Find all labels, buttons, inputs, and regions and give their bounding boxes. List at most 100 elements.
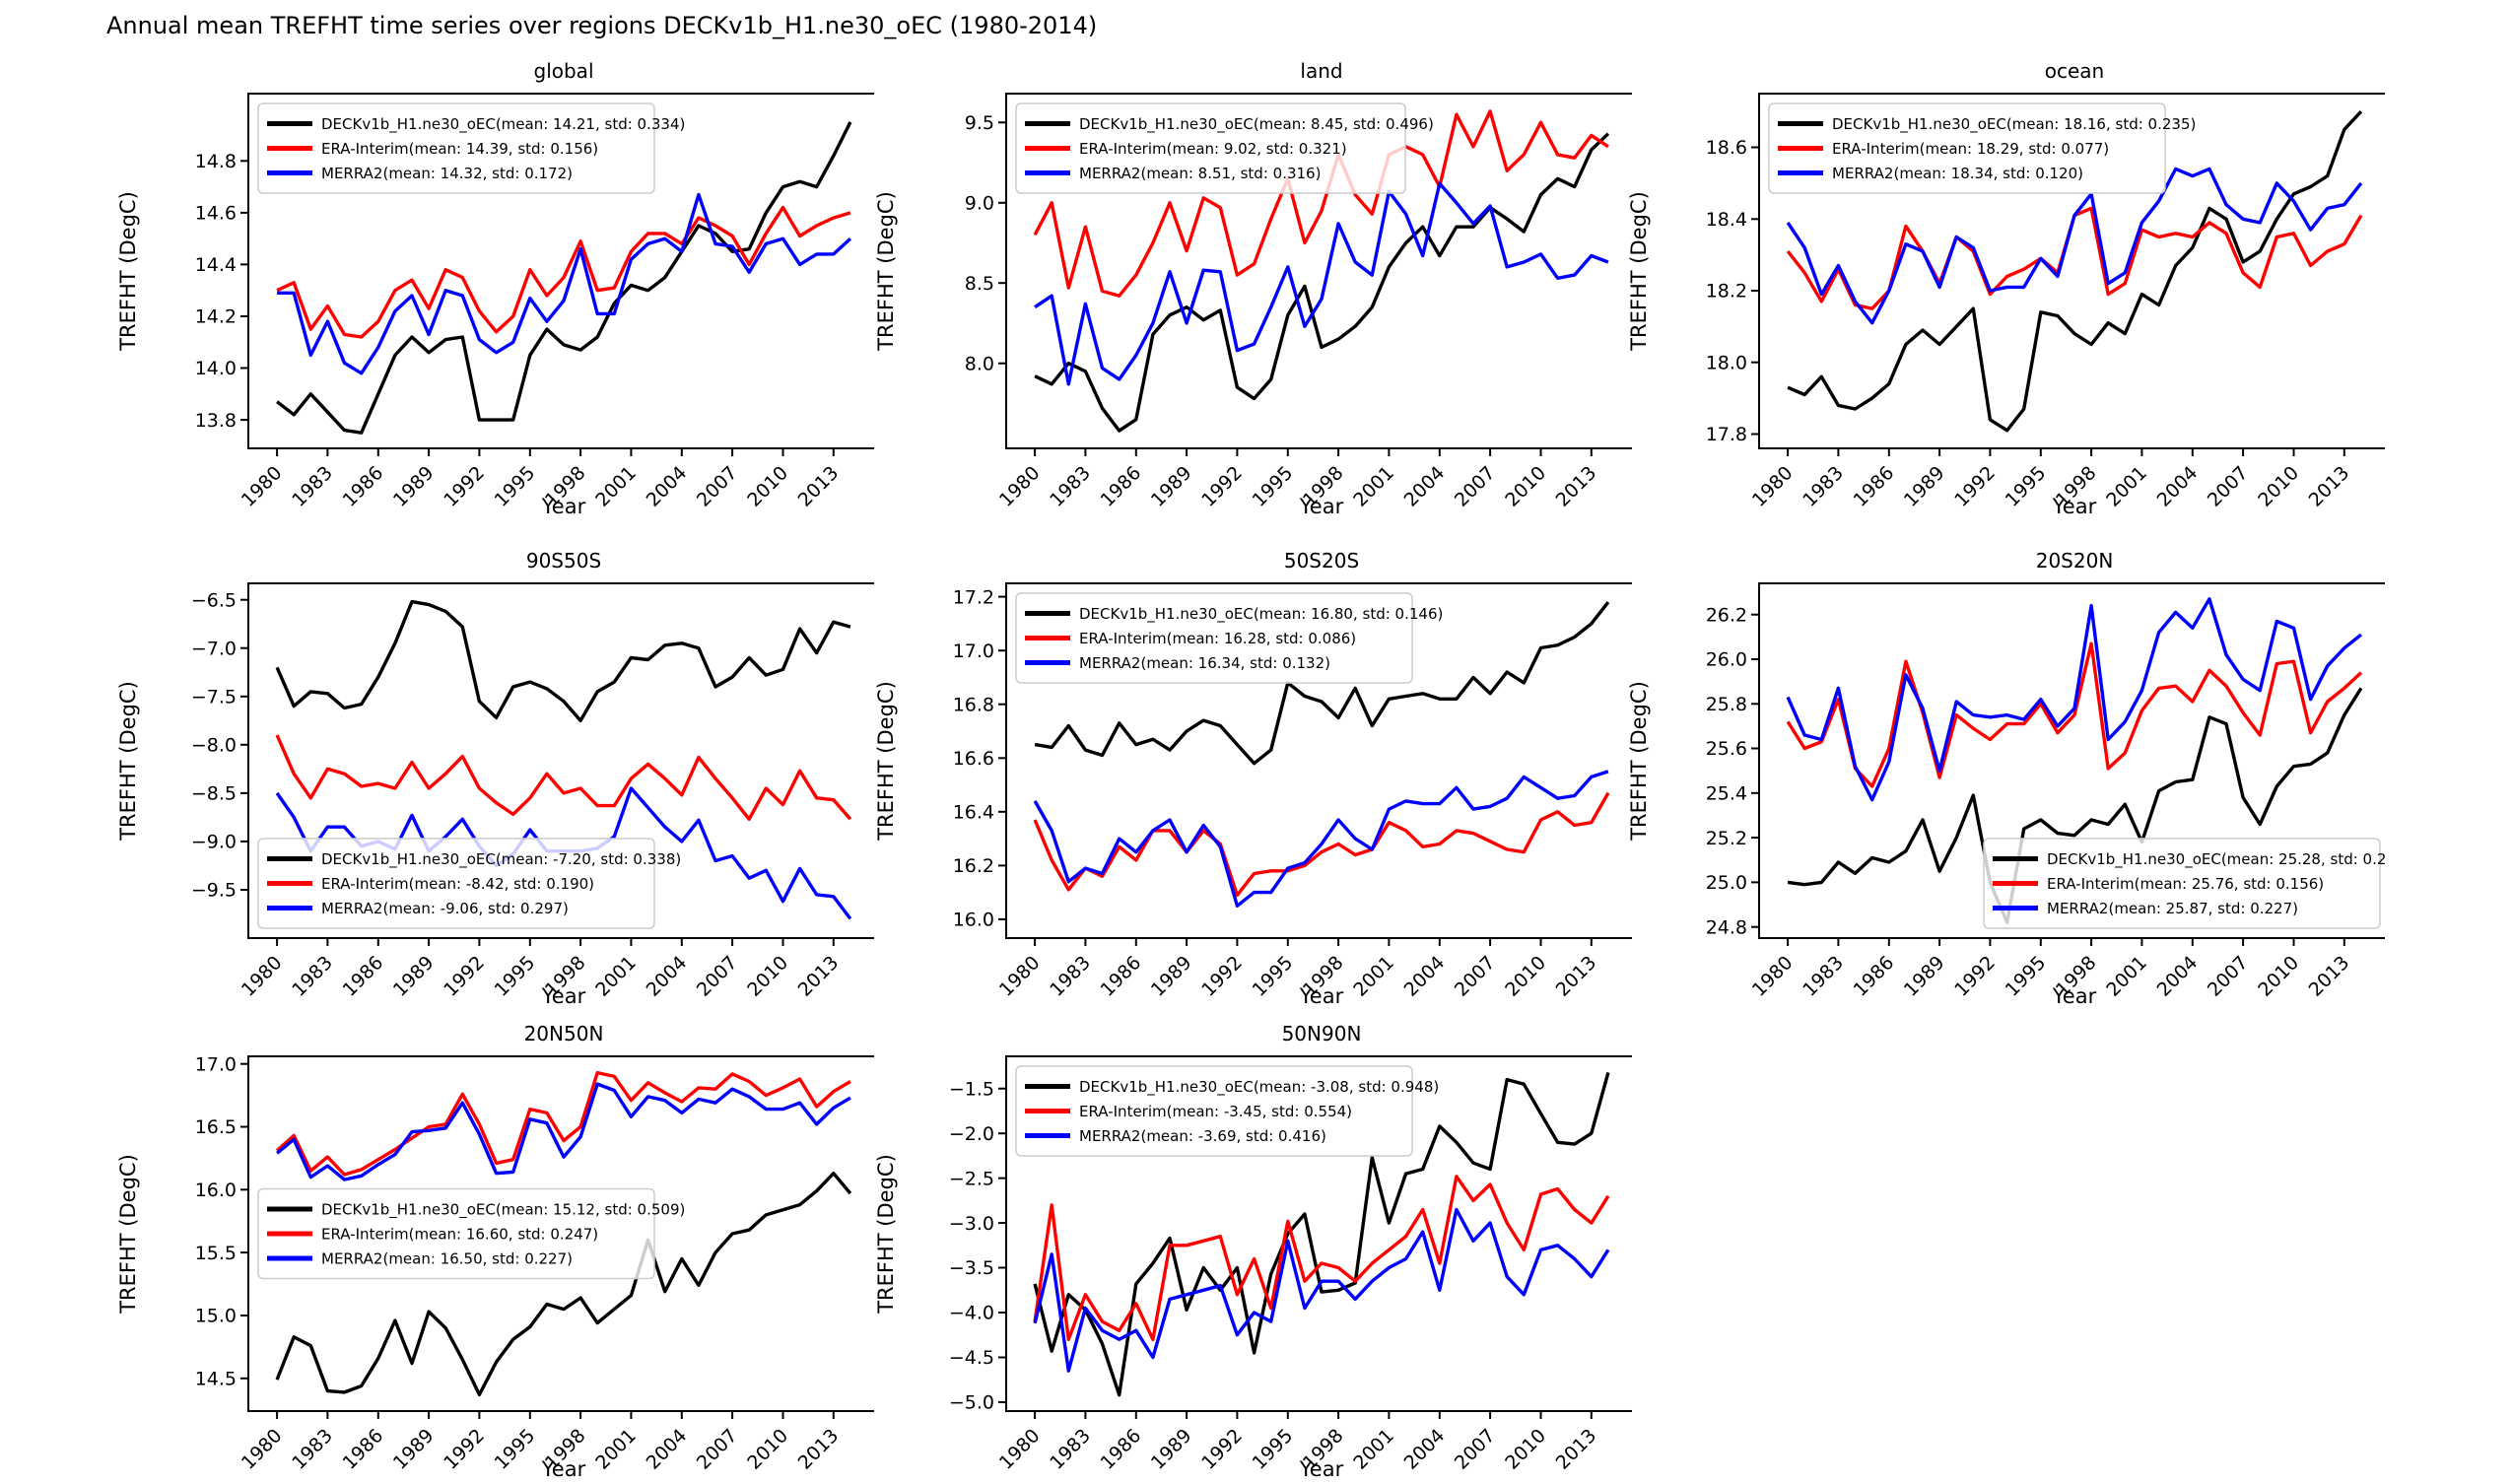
x-tick-label: 1986 (1850, 462, 1899, 511)
plot-frame (247, 1055, 874, 1412)
y-tick-label: −2.0 (949, 1123, 994, 1145)
legend-label: DECKv1b_H1.ne30_oEC(mean: 8.45, std: 0.4… (1079, 115, 1434, 134)
legend-label: ERA-Interim(mean: -8.42, std: 0.190) (321, 875, 594, 893)
x-tick-label: 2007 (693, 1425, 742, 1474)
x-tick-label: 1983 (1799, 462, 1848, 511)
x-tick-label: 1980 (1748, 952, 1798, 1001)
x-tick-label: 1992 (1197, 1425, 1247, 1474)
y-tick-label: 16.8 (953, 694, 994, 715)
x-tick-label: 2004 (2153, 462, 2203, 511)
series-line-DECKv1b_H1.ne30_oEC (1034, 132, 1610, 433)
y-tick-label: 25.8 (1706, 694, 1747, 715)
x-axis-label: Year (1299, 984, 1344, 1008)
series-line-MERRA2 (276, 1082, 851, 1181)
y-tick-label: 15.5 (195, 1243, 237, 1264)
subplot-50N90N: −5.0 −4.5 −4.0 −3.5 −3.0 −2.5 −2.0 −1.5 1980 1983… (874, 1022, 1632, 1481)
y-tick-label: 16.5 (195, 1116, 237, 1138)
legend-label: DECKv1b_H1.ne30_oEC(mean: 25.28, std: 0.… (2047, 850, 2385, 869)
x-tick-label: 2013 (794, 1425, 844, 1474)
legend-label: ERA-Interim(mean: -3.45, std: 0.554) (1079, 1103, 1352, 1120)
legend: DECKv1b_H1.ne30_oEC(mean: 16.80, std: 0.… (1015, 592, 1443, 684)
legend-label: DECKv1b_H1.ne30_oEC(mean: 16.80, std: 0.… (1079, 605, 1443, 624)
y-tick-label: −4.0 (949, 1303, 994, 1324)
series-line-ERA-Interim (275, 734, 852, 821)
y-tick-label: −1.5 (949, 1078, 994, 1100)
x-axis-label: Year (541, 1457, 586, 1481)
x-axis-label: Year (541, 495, 586, 518)
x-tick-label: 1992 (440, 462, 489, 511)
legend-label: ERA-Interim(mean: 18.29, std: 0.077) (1832, 140, 2109, 158)
x-tick-label: 2004 (1400, 462, 1450, 511)
x-tick-label: 2001 (591, 1425, 641, 1474)
x-tick-label: 2004 (643, 1425, 692, 1474)
y-tick-label: 17.2 (953, 586, 994, 608)
series-line-ERA-Interim (1033, 1175, 1610, 1341)
x-tick-label: 1989 (389, 952, 439, 1001)
x-axis-label: Year (1299, 1457, 1344, 1481)
y-tick-label: 14.6 (195, 203, 237, 225)
x-tick-label: 2004 (2153, 952, 2203, 1001)
x-tick-label: 2010 (743, 952, 792, 1001)
y-tick-label: −8.0 (191, 734, 237, 756)
x-tick-label: 1986 (1097, 462, 1146, 511)
legend: DECKv1b_H1.ne30_oEC(mean: 18.16, std: 0.… (1768, 102, 2196, 194)
series-line-ERA-Interim (275, 1070, 851, 1177)
x-tick-label: 1995 (1249, 462, 1298, 511)
y-tick-label: 15.0 (195, 1306, 237, 1327)
y-tick-label: 18.0 (1706, 352, 1747, 373)
legend: DECKv1b_H1.ne30_oEC(mean: 15.12, std: 0.… (257, 1187, 685, 1280)
legend-label: DECKv1b_H1.ne30_oEC(mean: -3.08, std: 0.… (1079, 1078, 1439, 1097)
y-tick-label: 26.0 (1706, 649, 1747, 671)
legend-label: DECKv1b_H1.ne30_oEC(mean: 15.12, std: 0.… (321, 1200, 685, 1219)
y-axis-label: TREFHT (DegC) (116, 1154, 140, 1315)
y-tick-label: 25.6 (1706, 738, 1747, 760)
series-line-DECKv1b_H1.ne30_oEC (276, 121, 852, 435)
y-axis-label: TREFHT (DegC) (874, 681, 898, 842)
legend-label: MERRA2(mean: 14.32, std: 0.172) (321, 165, 573, 182)
x-tick-label: 2010 (2254, 952, 2303, 1001)
x-tick-label: 1992 (440, 1425, 489, 1474)
series-line-ERA-Interim (1786, 641, 2363, 788)
subplot-ocean: 17.8 18.0 18.2 18.4 18.6 1980 1983 1986 1989 1992… (1627, 59, 2385, 518)
y-tick-label: 13.8 (195, 410, 237, 432)
y-tick-label: 16.6 (953, 748, 994, 770)
y-tick-label: −7.0 (191, 638, 237, 659)
legend: DECKv1b_H1.ne30_oEC(mean: 8.45, std: 0.4… (1015, 102, 1434, 194)
x-tick-label: 1986 (339, 462, 388, 511)
legend-label: DECKv1b_H1.ne30_oEC(mean: -7.20, std: 0.… (321, 850, 681, 869)
y-tick-label: 16.2 (953, 855, 994, 877)
series-line-DECKv1b_H1.ne30_oEC (1034, 601, 1610, 766)
series-line-MERRA2 (277, 192, 852, 375)
legend-label: MERRA2(mean: 16.34, std: 0.132) (1079, 654, 1330, 672)
x-tick-label: 1980 (238, 462, 287, 511)
x-tick-label: 1983 (288, 462, 337, 511)
x-tick-label: 2013 (1552, 462, 1601, 511)
x-tick-label: 1983 (1046, 952, 1095, 1001)
x-tick-label: 1980 (995, 952, 1045, 1001)
y-tick-label: 14.8 (195, 151, 237, 172)
y-tick-label: −3.0 (949, 1213, 994, 1235)
x-tick-label: 2007 (1451, 462, 1500, 511)
x-tick-label: 1995 (2002, 952, 2051, 1001)
series-line-ERA-Interim (276, 205, 851, 339)
y-tick-label: −3.5 (949, 1257, 994, 1279)
x-tick-label: 1989 (389, 1425, 439, 1474)
x-tick-label: 1983 (288, 1425, 337, 1474)
x-tick-label: 2001 (591, 462, 641, 511)
subplot-global: 13.8 14.0 14.2 14.4 14.6 14.8 1980 1983 1986 1989… (116, 59, 874, 518)
x-tick-label: 2007 (1451, 1425, 1500, 1474)
legend-label: MERRA2(mean: 8.51, std: 0.316) (1079, 165, 1321, 182)
legend-label: MERRA2(mean: -3.69, std: 0.416) (1079, 1127, 1326, 1145)
x-tick-label: 2007 (1451, 952, 1500, 1001)
subplot-title: ocean (2045, 59, 2104, 83)
y-tick-label: 25.0 (1706, 872, 1747, 894)
x-tick-label: 2013 (794, 462, 844, 511)
x-tick-label: 2007 (2204, 952, 2253, 1001)
x-tick-label: 2013 (2305, 952, 2354, 1001)
y-tick-label: 16.4 (953, 801, 994, 823)
plot-frame (1005, 93, 1632, 449)
plot-frame (1758, 93, 2385, 449)
x-tick-label: 1989 (1147, 1425, 1196, 1474)
y-tick-label: −2.5 (949, 1168, 994, 1189)
